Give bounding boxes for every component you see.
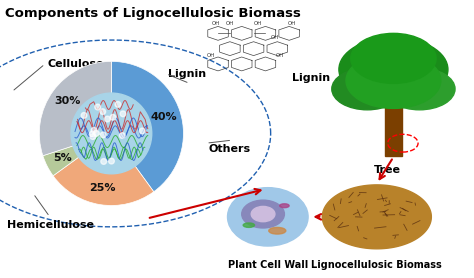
Polygon shape bbox=[322, 185, 431, 249]
Text: 5%: 5% bbox=[53, 153, 72, 163]
Ellipse shape bbox=[269, 227, 286, 234]
Text: Plant Cell Wall: Plant Cell Wall bbox=[228, 260, 308, 270]
Text: OH: OH bbox=[287, 21, 296, 26]
Ellipse shape bbox=[251, 206, 275, 222]
Circle shape bbox=[332, 68, 403, 110]
Circle shape bbox=[105, 116, 110, 122]
Circle shape bbox=[90, 131, 95, 137]
Wedge shape bbox=[111, 61, 183, 192]
Text: OH: OH bbox=[254, 21, 263, 26]
Text: OH: OH bbox=[226, 21, 234, 26]
Circle shape bbox=[95, 104, 100, 110]
Circle shape bbox=[346, 53, 441, 108]
Text: OH: OH bbox=[271, 35, 279, 40]
Circle shape bbox=[384, 68, 455, 110]
Circle shape bbox=[81, 113, 87, 118]
Text: OH: OH bbox=[207, 53, 215, 58]
Circle shape bbox=[119, 133, 125, 138]
Text: OH: OH bbox=[275, 53, 284, 58]
Text: OH: OH bbox=[211, 21, 220, 26]
Circle shape bbox=[120, 111, 126, 117]
Text: 30%: 30% bbox=[54, 96, 80, 106]
Text: Others: Others bbox=[209, 144, 251, 154]
Text: Tree: Tree bbox=[374, 165, 401, 175]
Bar bbox=[385, 95, 402, 156]
Text: Hemicellulose: Hemicellulose bbox=[7, 220, 94, 230]
Ellipse shape bbox=[242, 200, 284, 228]
Circle shape bbox=[91, 127, 97, 133]
Text: Lignin: Lignin bbox=[168, 69, 206, 79]
Text: 40%: 40% bbox=[150, 111, 177, 121]
Circle shape bbox=[100, 109, 106, 115]
Text: Cellulose: Cellulose bbox=[47, 59, 104, 69]
Ellipse shape bbox=[228, 188, 308, 246]
Text: Components of Lignocellulosic Biomass: Components of Lignocellulosic Biomass bbox=[5, 7, 301, 20]
Wedge shape bbox=[53, 133, 154, 205]
Circle shape bbox=[351, 33, 436, 83]
Circle shape bbox=[115, 101, 121, 107]
Wedge shape bbox=[39, 61, 111, 156]
Circle shape bbox=[101, 158, 107, 164]
Circle shape bbox=[109, 158, 114, 164]
Text: 25%: 25% bbox=[90, 183, 116, 193]
Circle shape bbox=[110, 114, 116, 120]
Circle shape bbox=[100, 132, 106, 138]
Circle shape bbox=[139, 128, 145, 134]
Circle shape bbox=[93, 131, 100, 136]
Circle shape bbox=[339, 38, 448, 101]
Wedge shape bbox=[43, 133, 111, 176]
Ellipse shape bbox=[280, 204, 289, 208]
Circle shape bbox=[71, 93, 152, 174]
Text: Lignin: Lignin bbox=[292, 73, 329, 83]
Text: Lignocellulosic Biomass: Lignocellulosic Biomass bbox=[311, 260, 442, 270]
Circle shape bbox=[90, 134, 96, 139]
Ellipse shape bbox=[243, 223, 255, 227]
